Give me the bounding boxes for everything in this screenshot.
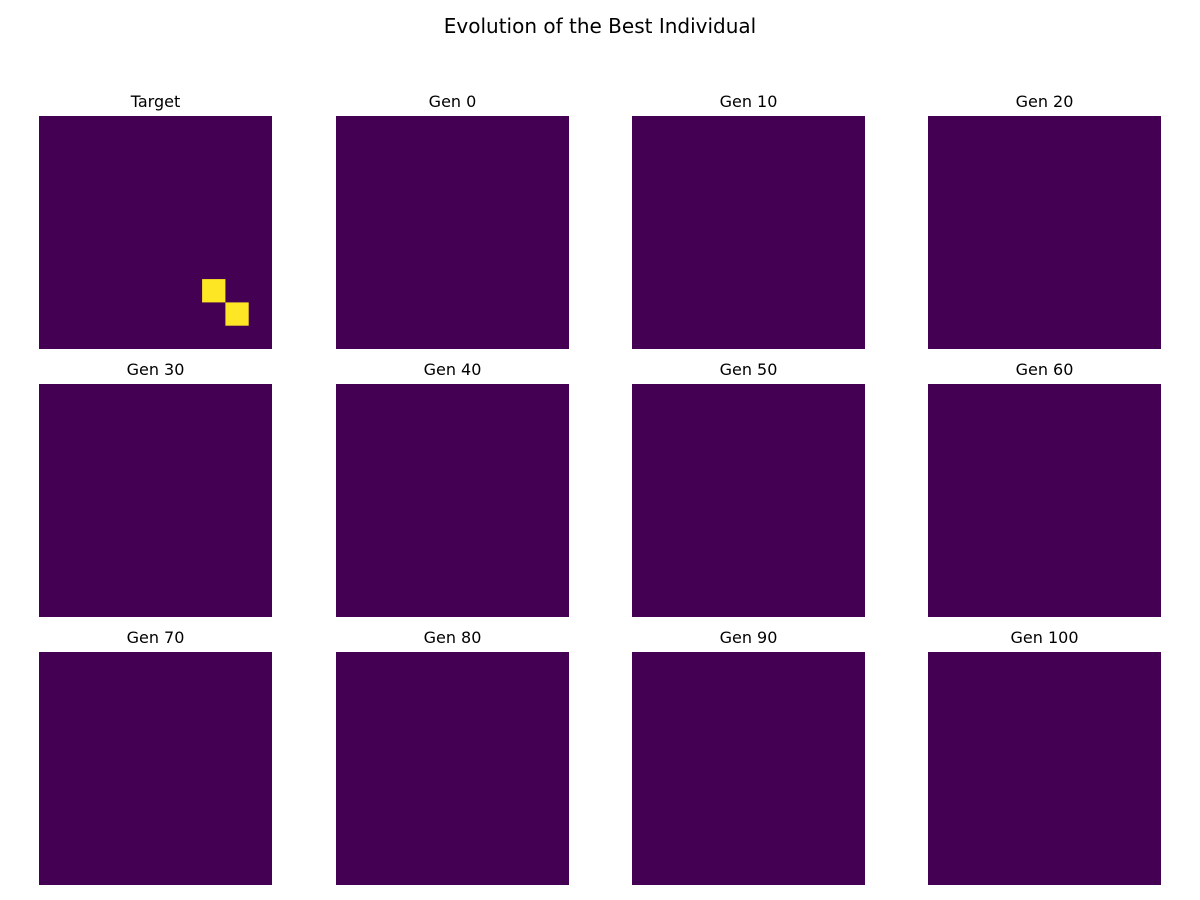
heatmap-grid (39, 384, 272, 617)
heatmap-grid (336, 652, 569, 885)
panel-title: Gen 60 (1015, 360, 1074, 379)
heatmap-cell-on (225, 302, 249, 326)
panel-title: Gen 50 (719, 360, 778, 379)
heatmap-background (336, 116, 569, 349)
figure-title: Evolution of the Best Individual (443, 14, 757, 38)
heatmap-background (928, 116, 1161, 349)
panel-title: Gen 80 (423, 628, 482, 647)
heatmap-grid (39, 652, 272, 885)
heatmap-cell-on (202, 279, 226, 303)
heatmap-grid (336, 116, 569, 349)
panel-title: Gen 20 (1015, 92, 1074, 111)
heatmap-background (928, 384, 1161, 617)
panel-title: Gen 90 (719, 628, 778, 647)
heatmap-background (336, 652, 569, 885)
heatmap-background (39, 652, 272, 885)
heatmap-background (928, 652, 1161, 885)
heatmap-grid (632, 384, 865, 617)
heatmap-grid (928, 384, 1161, 617)
heatmap-grid (928, 652, 1161, 885)
panel-title: Gen 30 (126, 360, 185, 379)
panel-title: Gen 70 (126, 628, 185, 647)
heatmap-background (39, 384, 272, 617)
heatmap-grid (39, 116, 272, 349)
heatmap-grid (632, 116, 865, 349)
panel-title: Target (130, 92, 181, 111)
heatmap-grid (928, 116, 1161, 349)
heatmap-grid (336, 384, 569, 617)
panel-title: Gen 0 (428, 92, 477, 111)
heatmap-background (336, 384, 569, 617)
panel-title: Gen 40 (423, 360, 482, 379)
panel-title: Gen 10 (719, 92, 778, 111)
heatmap-background (632, 652, 865, 885)
heatmap-grid (632, 652, 865, 885)
panel-title: Gen 100 (1010, 628, 1079, 647)
heatmap-background (632, 116, 865, 349)
heatmap-background (632, 384, 865, 617)
